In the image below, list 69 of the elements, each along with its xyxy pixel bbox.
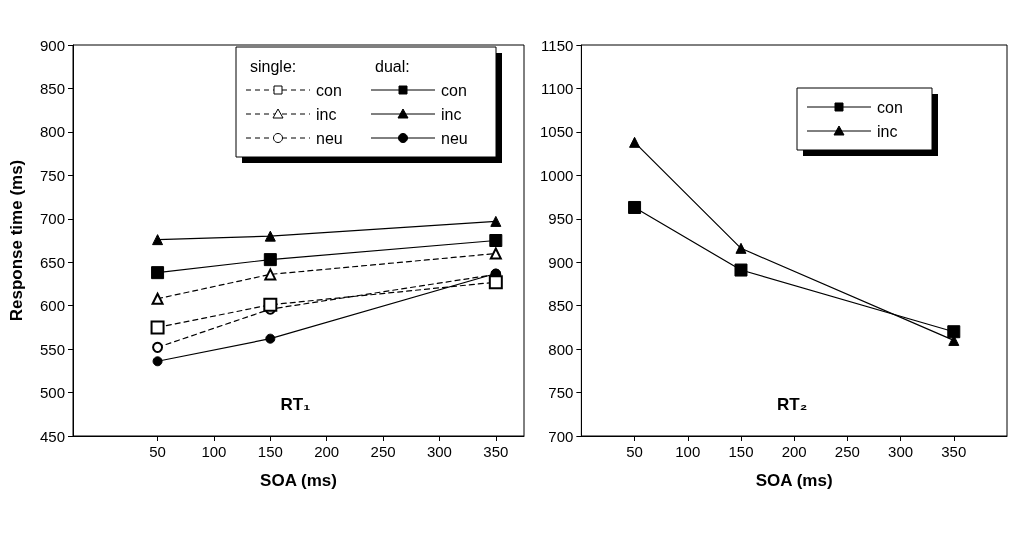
point	[628, 200, 642, 214]
point	[150, 320, 165, 335]
point	[264, 230, 276, 242]
legend-label: inc	[316, 105, 337, 123]
y-tick-label: 700	[39, 210, 65, 228]
point	[734, 263, 748, 277]
legend-label: inc	[441, 105, 462, 123]
annotation: single:	[250, 57, 297, 75]
legend-label: neu	[441, 129, 468, 147]
annotation: RT₂	[777, 395, 808, 414]
legend-label: con	[877, 98, 903, 116]
y-tick-label: 500	[39, 384, 65, 402]
y-tick-label: 950	[548, 210, 574, 228]
annotation: dual:	[375, 57, 410, 75]
y-tick-label: 750	[39, 166, 65, 184]
y-tick-label: 600	[39, 297, 65, 315]
x-tick-label: 100	[675, 443, 701, 460]
x-tick-label: 200	[781, 443, 807, 460]
legend-label: con	[316, 81, 342, 99]
y-tick-label: 1050	[539, 123, 574, 141]
point	[490, 215, 502, 227]
legend-label: inc	[877, 122, 898, 140]
x-tick-label: 300	[888, 443, 914, 460]
y-tick-label: 900	[39, 36, 65, 54]
point	[265, 333, 276, 344]
point	[151, 292, 164, 305]
point	[629, 136, 641, 148]
x-tick-label: 50	[149, 443, 166, 460]
y-tick-label: 800	[548, 340, 574, 358]
y-tick-label: 1000	[539, 166, 574, 184]
y-tick-label: 800	[39, 123, 65, 141]
annotation: RT₁	[280, 395, 311, 414]
point	[152, 341, 164, 353]
y-tick-label: 1150	[541, 36, 574, 54]
y-tick-label: 700	[548, 427, 574, 445]
y-tick-label: 750	[548, 384, 574, 402]
y-tick-label: 650	[39, 253, 65, 271]
x-axis-title: SOA (ms)	[260, 471, 337, 490]
point	[152, 234, 164, 246]
x-tick-label: 150	[257, 443, 283, 460]
y-tick-label: 1100	[541, 79, 574, 97]
point	[263, 297, 278, 312]
point	[488, 275, 503, 290]
x-tick-label: 100	[201, 443, 227, 460]
point	[264, 268, 277, 281]
x-axis-title: SOA (ms)	[755, 471, 833, 490]
point	[152, 356, 163, 367]
y-tick-label: 850	[548, 297, 574, 315]
y-tick-label: 850	[39, 79, 65, 97]
point	[489, 234, 503, 247]
x-tick-label: 250	[834, 443, 860, 460]
x-tick-label: 250	[370, 443, 396, 460]
legend-label: neu	[316, 129, 343, 147]
point	[151, 266, 165, 280]
point	[489, 247, 502, 260]
x-tick-label: 350	[941, 443, 967, 460]
point	[947, 325, 961, 339]
y-tick-label: 900	[548, 253, 574, 271]
x-tick-label: 300	[426, 443, 452, 460]
legend-label: con	[441, 81, 467, 99]
y-tick-label: 450	[39, 427, 65, 445]
x-tick-label: 350	[483, 443, 509, 460]
point	[263, 253, 277, 267]
point	[735, 242, 747, 254]
y-tick-label: 550	[39, 340, 65, 358]
x-tick-label: 150	[728, 443, 754, 460]
y-axis-title: Response time (ms)	[7, 159, 26, 322]
x-tick-label: 50	[626, 443, 643, 460]
x-tick-label: 200	[314, 443, 340, 460]
